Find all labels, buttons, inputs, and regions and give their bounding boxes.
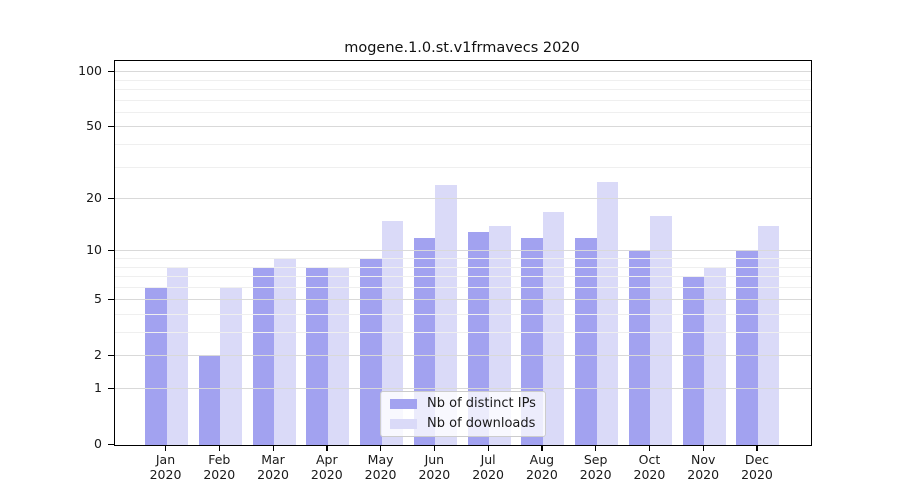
x-tick-label-may: May 2020 [364, 452, 397, 482]
gridline-3 [115, 332, 811, 333]
x-tick-mark-jul [487, 445, 489, 451]
x-tick-mark-may [380, 445, 382, 451]
y-tick-mark-0 [108, 443, 114, 445]
x-tick-label-jun: Jun 2020 [418, 452, 451, 482]
gridline-40 [115, 144, 811, 145]
bar-downloads-mar [274, 259, 296, 445]
bar-distinct-ips-dec [736, 251, 758, 445]
gridline-8 [115, 266, 811, 268]
x-tick-label-dec: Dec 2020 [741, 452, 773, 482]
x-tick-mark-oct [648, 445, 651, 451]
gridline-2 [115, 355, 811, 357]
x-tick-mark-apr [326, 445, 328, 451]
x-tick-label-nov: Nov 2020 [687, 452, 720, 482]
bar-distinct-ips-feb [198, 356, 221, 445]
bar-downloads-may [381, 221, 404, 445]
legend-swatch-downloads-icon [390, 419, 417, 429]
x-tick-mark-aug [541, 445, 543, 451]
y-tick-mark-100 [108, 70, 114, 72]
gridline-90 [115, 79, 811, 81]
y-tick-label-100: 100 [78, 63, 102, 79]
gridline-100 [115, 71, 811, 73]
bar-distinct-ips-oct [628, 251, 651, 445]
y-tick-mark-2 [108, 354, 114, 357]
legend-label-distinct-ips: Nb of distinct IPs [427, 396, 536, 411]
gridline-30 [115, 166, 811, 168]
gridline-1 [115, 388, 811, 389]
x-tick-label-feb: Feb 2020 [203, 452, 236, 482]
y-tick-label-5: 5 [94, 291, 102, 307]
bar-downloads-jun [435, 185, 457, 445]
y-tick-mark-20 [108, 197, 114, 199]
chart-title: mogene.1.0.st.v1frmavecs 2020 [344, 40, 580, 56]
bar-downloads-dec [757, 226, 780, 445]
gridline-80 [115, 89, 811, 90]
x-tick-label-jul: Jul 2020 [472, 452, 505, 482]
legend-swatch-distinct-ips-icon [390, 399, 417, 409]
bar-downloads-oct [650, 216, 672, 445]
bar-distinct-ips-jan [145, 287, 167, 445]
legend: Nb of distinct IPs Nb of downloads [380, 391, 546, 437]
gridline-6 [115, 286, 811, 288]
x-tick-mark-sep [595, 445, 597, 451]
x-tick-mark-dec [756, 445, 758, 451]
bar-distinct-ips-nov [682, 277, 705, 445]
y-tick-label-1: 1 [94, 380, 102, 395]
legend-item-distinct-ips: Nb of distinct IPs [390, 396, 536, 412]
gridline-60 [115, 111, 811, 113]
x-tick-label-apr: Apr 2020 [310, 452, 343, 482]
gridline-4 [115, 314, 811, 315]
bar-downloads-aug [542, 211, 565, 445]
gridline-70 [115, 99, 811, 101]
bar-distinct-ips-may [360, 259, 382, 445]
gridline-50 [115, 126, 811, 128]
x-tick-mark-jun [433, 445, 436, 451]
x-tick-mark-jan [165, 445, 167, 451]
x-tick-label-aug: Aug 2020 [525, 452, 558, 482]
y-tick-label-20: 20 [86, 190, 102, 206]
x-tick-label-sep: Sep 2020 [579, 452, 612, 482]
bar-distinct-ips-sep [575, 237, 597, 445]
x-tick-label-mar: Mar 2020 [257, 452, 289, 482]
x-tick-label-oct: Oct 2020 [633, 452, 666, 482]
legend-label-downloads: Nb of downloads [427, 416, 536, 431]
x-tick-mark-mar [272, 445, 274, 451]
gridline-20 [115, 198, 811, 200]
y-tick-label-0: 0 [94, 436, 102, 451]
x-tick-label-jan: Jan 2020 [149, 452, 182, 482]
plot-area: Nb of distinct IPs Nb of downloads [114, 60, 812, 446]
y-tick-mark-10 [108, 249, 114, 252]
legend-item-downloads: Nb of downloads [390, 416, 536, 432]
gridline-10 [115, 250, 811, 252]
y-tick-label-50: 50 [86, 118, 102, 134]
x-tick-mark-nov [702, 445, 704, 451]
bar-downloads-sep [596, 181, 619, 445]
y-tick-mark-1 [108, 387, 114, 389]
y-tick-label-10: 10 [86, 242, 102, 258]
y-tick-label-2: 2 [94, 347, 102, 363]
gridline-7 [115, 276, 811, 277]
x-tick-mark-feb [218, 445, 221, 451]
y-tick-mark-5 [108, 298, 114, 301]
gridline-5 [115, 299, 811, 301]
gridline-9 [115, 258, 811, 259]
bar-downloads-jul [489, 226, 511, 445]
bar-downloads-feb [220, 287, 242, 445]
y-tick-mark-50 [108, 125, 114, 128]
